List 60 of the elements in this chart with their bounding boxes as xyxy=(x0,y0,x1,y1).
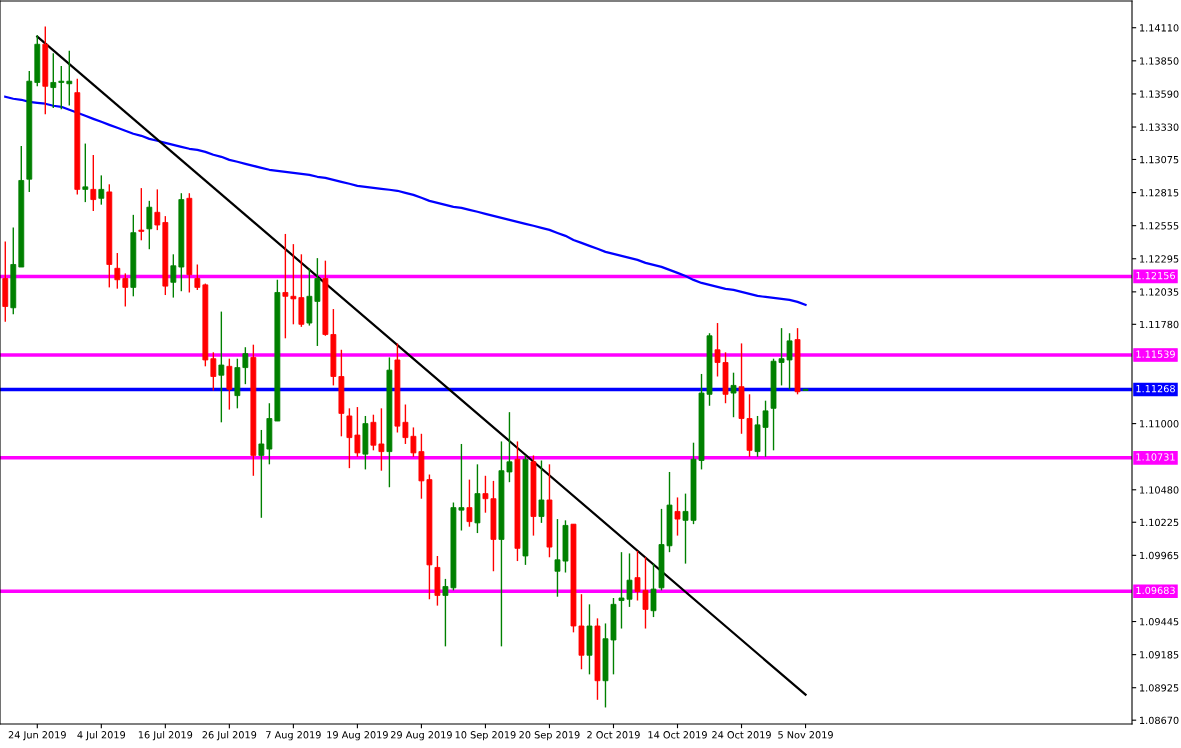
x-tick-label: 24 Jun 2019 xyxy=(8,731,66,741)
y-tick-label: 1.10480 xyxy=(1140,486,1179,494)
y-tick-label: 1.09185 xyxy=(1140,651,1179,659)
y-tick-label: 1.14110 xyxy=(1140,24,1179,32)
y-tick-label: 1.13330 xyxy=(1140,123,1179,131)
candlestick xyxy=(194,263,201,291)
candlestick xyxy=(210,351,217,392)
ref-line-label: 1.11268 xyxy=(1136,384,1175,393)
candlestick xyxy=(242,346,249,385)
x-tick-label: 24 Oct 2019 xyxy=(712,731,771,739)
ref-line-label: 1.09683 xyxy=(1136,586,1175,595)
y-tick-label: 1.08925 xyxy=(1140,684,1179,692)
y-tick-label: 1.09965 xyxy=(1140,551,1179,560)
x-tick-label: 16 Jul 2019 xyxy=(138,730,193,741)
x-tick-label: 20 Sep 2019 xyxy=(519,731,580,741)
x-tick-label: 10 Sep 2019 xyxy=(455,731,516,741)
candlestick xyxy=(122,272,129,308)
candlestick xyxy=(538,459,545,524)
y-tick-label: 1.09445 xyxy=(1140,618,1179,626)
y-tick-label: 1.12295 xyxy=(1140,255,1179,263)
x-tick-label: 7 Aug 2019 xyxy=(266,731,321,741)
y-tick-label: 1.10225 xyxy=(1140,518,1179,527)
y-tick-label: 1.13075 xyxy=(1140,155,1179,164)
ref-line-label: 1.11539 xyxy=(1136,350,1175,358)
x-tick-label: 29 Aug 2019 xyxy=(390,731,452,741)
x-tick-label: 14 Oct 2019 xyxy=(648,731,707,739)
y-tick-label: 1.12815 xyxy=(1140,189,1179,197)
x-tick-label: 2 Oct 2019 xyxy=(587,731,640,739)
candlestick xyxy=(138,187,145,241)
candlestick xyxy=(466,478,473,528)
candlestick xyxy=(650,562,657,618)
candlestick xyxy=(90,154,97,212)
candlestick xyxy=(66,49,73,107)
candlestick xyxy=(50,52,57,109)
candlestick xyxy=(82,142,89,203)
candlestick xyxy=(674,496,681,537)
candlestick xyxy=(258,429,265,519)
y-tick-label: 1.11780 xyxy=(1140,320,1179,329)
y-tick-label: 1.12035 xyxy=(1140,288,1179,296)
candlestick xyxy=(98,174,105,206)
candlestick xyxy=(154,188,161,231)
ref-line-label: 1.10731 xyxy=(1136,453,1175,461)
candlestick xyxy=(146,200,153,250)
ref-line-label: 1.12156 xyxy=(1136,271,1175,280)
candlestick xyxy=(730,371,737,418)
y-tick-label: 1.12555 xyxy=(1140,222,1179,230)
x-tick-label: 4 Jul 2019 xyxy=(77,730,126,741)
y-tick-label: 1.13850 xyxy=(1140,57,1179,65)
candlestick xyxy=(170,253,177,299)
y-tick-label: 1.13590 xyxy=(1140,90,1179,98)
candlestick xyxy=(114,252,121,290)
x-tick-label: 19 Aug 2019 xyxy=(327,731,388,741)
candlestick xyxy=(58,65,65,110)
line-series xyxy=(4,95,807,306)
y-tick-label: 1.08670 xyxy=(1140,716,1179,725)
x-tick-label: 5 Nov 2019 xyxy=(778,731,833,739)
candlestick xyxy=(218,310,225,424)
y-tick-label: 1.11000 xyxy=(1140,420,1179,428)
x-tick-label: 26 Jul 2019 xyxy=(202,730,257,741)
candlestick xyxy=(226,357,233,411)
